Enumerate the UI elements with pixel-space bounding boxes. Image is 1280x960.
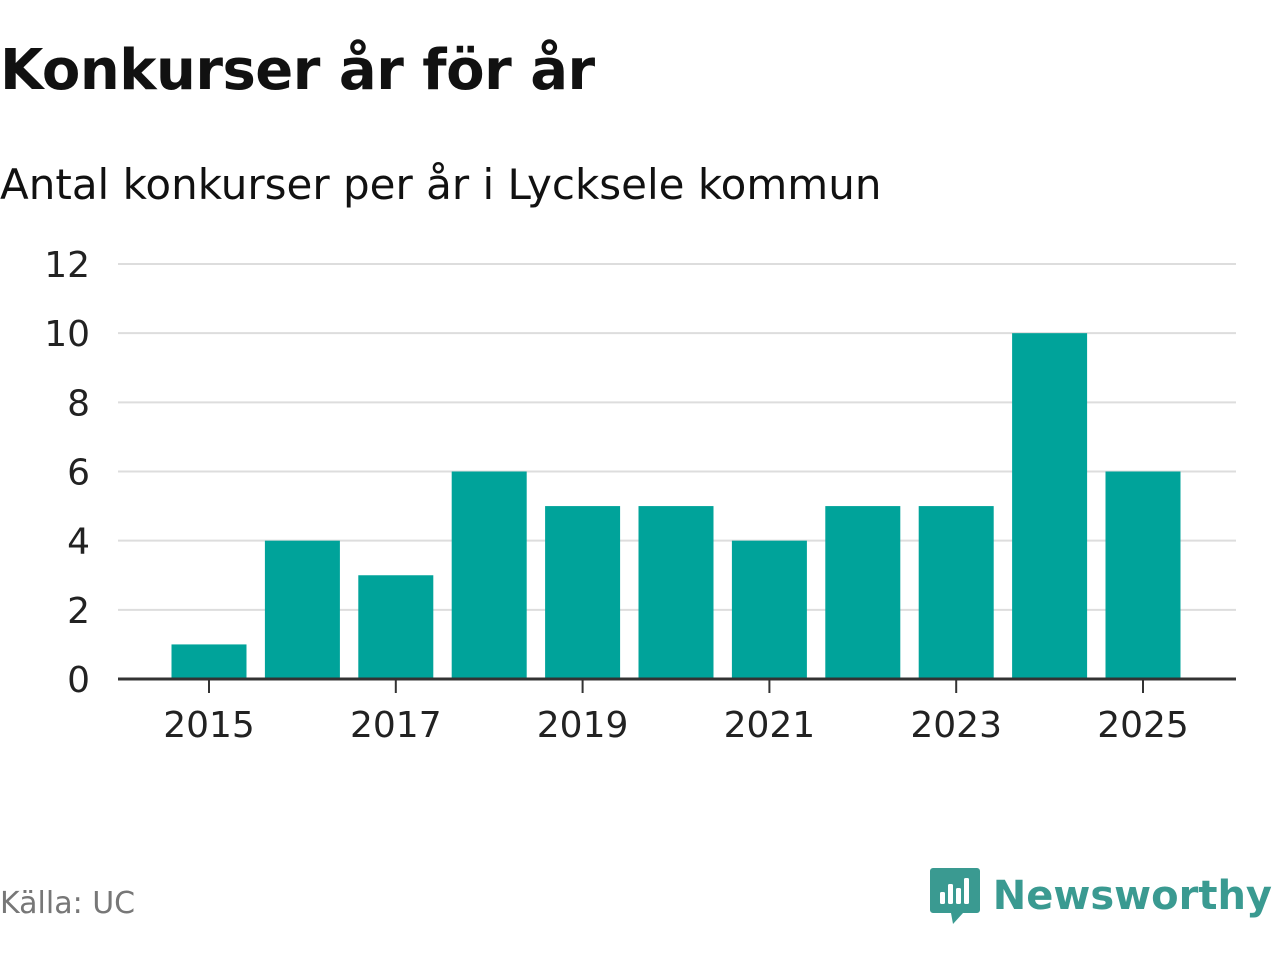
x-tick-label: 2019 [537,705,629,746]
bar-2020 [638,506,714,679]
bar-2024 [1012,333,1088,679]
bar-2015 [171,644,247,679]
tick-labels: 0 2 4 6 8 10 12 2015 2017 2019 2021 2023 2025 [44,245,1189,746]
x-tick-label: 2023 [910,705,1002,746]
axes [118,677,1236,693]
chart-title: Konkurser år för år [0,38,595,103]
bars [171,333,1181,679]
bar-2022 [825,506,901,679]
brand-name: Newsworthy [992,873,1272,919]
y-tick-label: 2 [67,591,90,632]
bar-2019 [545,506,621,679]
newsworthy-logo-icon [929,868,980,924]
bar-2023 [918,506,994,679]
chart-subtitle: Antal konkurser per år i Lycksele kommun [0,160,882,209]
bar-2025 [1105,471,1181,679]
bar-2017 [358,575,434,679]
y-tick-label: 4 [67,522,90,563]
x-tick-label: 2021 [724,705,816,746]
y-tick-label: 0 [67,660,90,701]
x-tick-label: 2025 [1097,705,1189,746]
y-tick-label: 6 [67,453,90,494]
bar-2016 [264,540,340,679]
y-tick-label: 8 [67,383,90,424]
bar-2021 [731,540,807,679]
bar-2018 [451,471,527,679]
brand-logo: Newsworthy [929,866,1272,926]
x-tick-label: 2015 [163,705,255,746]
bar-chart: 0 2 4 6 8 10 12 2015 2017 2019 2021 2023 2025 [44,245,1236,746]
x-tick-label: 2017 [350,705,442,746]
y-tick-label: 10 [44,314,90,355]
source-note: Källa: UC [0,886,136,921]
y-tick-label: 12 [44,245,90,286]
